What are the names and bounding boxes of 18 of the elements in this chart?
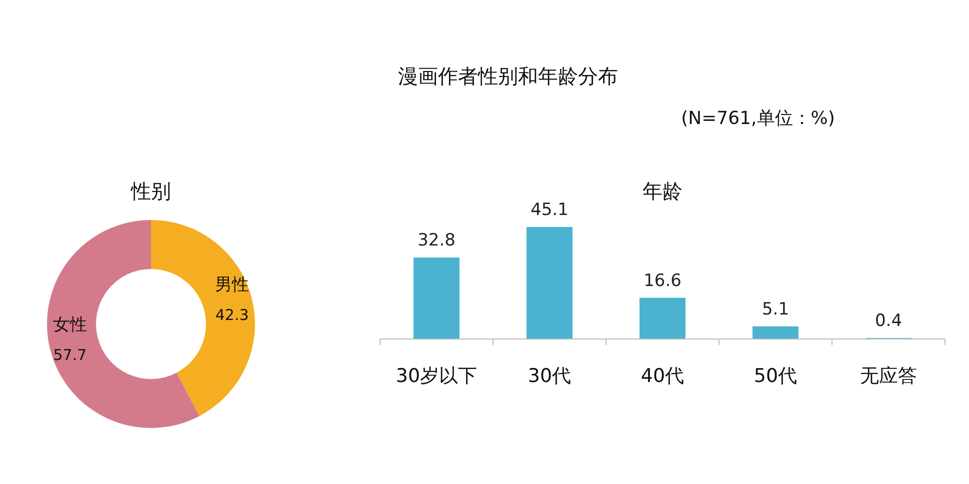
chart-title: 性别 <box>130 179 171 203</box>
data-label: 0.4 <box>874 311 902 332</box>
text: (N=761,单位：%) <box>681 108 835 129</box>
data-label: 57.7 <box>53 346 87 364</box>
slice-label: 男性 <box>215 275 250 295</box>
data-label: 16.6 <box>644 270 682 291</box>
text: 漫画作者性别和年龄分布 <box>398 64 618 88</box>
data-label: 45.1 <box>530 200 568 220</box>
slice-label: 女性 <box>52 315 87 335</box>
data-label: 42.3 <box>215 306 249 324</box>
x-tick-label: 40代 <box>640 365 684 387</box>
chart-title: 年龄 <box>642 179 682 203</box>
x-tick-label: 30岁以下 <box>396 365 478 387</box>
data-label: 32.8 <box>418 230 456 251</box>
x-tick-label: 30代 <box>528 365 572 387</box>
x-tick-label: 50代 <box>754 365 798 387</box>
x-tick-label: 无应答 <box>860 365 917 387</box>
data-label: 5.1 <box>762 299 790 320</box>
